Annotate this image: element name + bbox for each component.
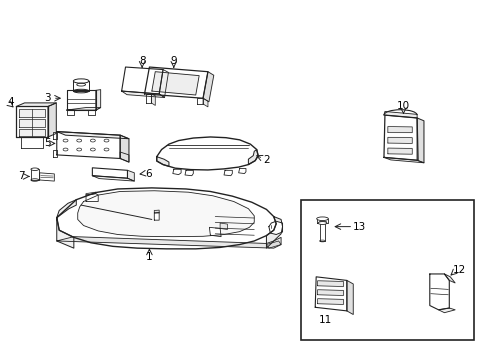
Polygon shape	[238, 168, 245, 174]
Polygon shape	[317, 299, 343, 305]
Polygon shape	[346, 280, 352, 315]
Polygon shape	[383, 157, 423, 163]
Polygon shape	[67, 110, 74, 115]
Polygon shape	[122, 67, 163, 94]
Polygon shape	[66, 90, 96, 110]
Polygon shape	[444, 274, 454, 283]
Ellipse shape	[104, 139, 109, 142]
Polygon shape	[31, 169, 39, 180]
Polygon shape	[317, 290, 343, 296]
Polygon shape	[209, 227, 221, 237]
Polygon shape	[120, 135, 129, 162]
Text: 1: 1	[146, 252, 152, 262]
Polygon shape	[120, 152, 129, 162]
Polygon shape	[224, 170, 232, 176]
Ellipse shape	[104, 148, 109, 151]
Text: 3: 3	[43, 93, 50, 103]
Polygon shape	[127, 170, 134, 181]
Polygon shape	[92, 168, 127, 178]
Text: 6: 6	[145, 168, 151, 179]
Ellipse shape	[318, 222, 326, 225]
Ellipse shape	[316, 217, 328, 221]
Text: 12: 12	[451, 265, 465, 275]
Bar	[300, 200, 473, 339]
Polygon shape	[57, 200, 76, 218]
Polygon shape	[57, 132, 120, 158]
Polygon shape	[248, 149, 258, 165]
Text: 10: 10	[396, 102, 409, 112]
Text: 5: 5	[43, 139, 50, 148]
Polygon shape	[16, 107, 48, 137]
Polygon shape	[320, 223, 325, 241]
Text: 7: 7	[18, 171, 24, 181]
Ellipse shape	[63, 148, 68, 151]
Ellipse shape	[63, 139, 68, 142]
Polygon shape	[57, 237, 281, 248]
Polygon shape	[429, 274, 448, 310]
Polygon shape	[154, 212, 159, 220]
Polygon shape	[416, 118, 423, 163]
Polygon shape	[157, 137, 258, 170]
Polygon shape	[152, 72, 199, 95]
Polygon shape	[21, 137, 43, 148]
Text: 2: 2	[263, 155, 269, 165]
Polygon shape	[57, 218, 74, 248]
Polygon shape	[387, 127, 411, 133]
Polygon shape	[144, 67, 207, 98]
Polygon shape	[19, 119, 44, 127]
Polygon shape	[154, 210, 159, 213]
Polygon shape	[57, 188, 276, 249]
Polygon shape	[316, 219, 328, 223]
Polygon shape	[19, 129, 44, 135]
Polygon shape	[92, 176, 134, 181]
Polygon shape	[66, 108, 101, 110]
Polygon shape	[16, 103, 56, 107]
Polygon shape	[157, 157, 168, 166]
Polygon shape	[387, 137, 411, 143]
Text: 9: 9	[170, 56, 177, 66]
Polygon shape	[383, 115, 417, 160]
Polygon shape	[438, 308, 454, 313]
Polygon shape	[197, 98, 203, 104]
Polygon shape	[184, 170, 193, 176]
Polygon shape	[57, 132, 129, 139]
Polygon shape	[203, 98, 207, 107]
Polygon shape	[86, 192, 96, 195]
Polygon shape	[86, 194, 98, 202]
Polygon shape	[159, 69, 168, 98]
Polygon shape	[145, 94, 151, 103]
Text: 4: 4	[7, 97, 14, 107]
Polygon shape	[266, 241, 281, 248]
Ellipse shape	[77, 139, 81, 142]
Polygon shape	[48, 103, 56, 137]
Ellipse shape	[73, 79, 89, 83]
Polygon shape	[315, 277, 346, 311]
Polygon shape	[203, 72, 213, 102]
Polygon shape	[96, 90, 101, 110]
Ellipse shape	[77, 148, 81, 151]
Polygon shape	[383, 112, 416, 118]
Polygon shape	[73, 81, 89, 91]
Polygon shape	[151, 94, 155, 105]
Polygon shape	[53, 149, 57, 157]
Ellipse shape	[90, 139, 95, 142]
Ellipse shape	[90, 148, 95, 151]
Text: 13: 13	[352, 222, 365, 231]
Text: 8: 8	[139, 56, 145, 66]
Text: 11: 11	[318, 315, 331, 325]
Polygon shape	[78, 191, 254, 237]
Polygon shape	[317, 281, 343, 287]
Polygon shape	[387, 148, 411, 154]
Polygon shape	[19, 109, 44, 117]
Polygon shape	[40, 173, 54, 181]
Polygon shape	[88, 110, 95, 115]
Polygon shape	[268, 221, 282, 234]
Polygon shape	[172, 169, 181, 175]
Ellipse shape	[31, 168, 39, 171]
Polygon shape	[53, 132, 57, 139]
Polygon shape	[220, 223, 227, 229]
Polygon shape	[266, 217, 282, 248]
Polygon shape	[122, 91, 164, 98]
